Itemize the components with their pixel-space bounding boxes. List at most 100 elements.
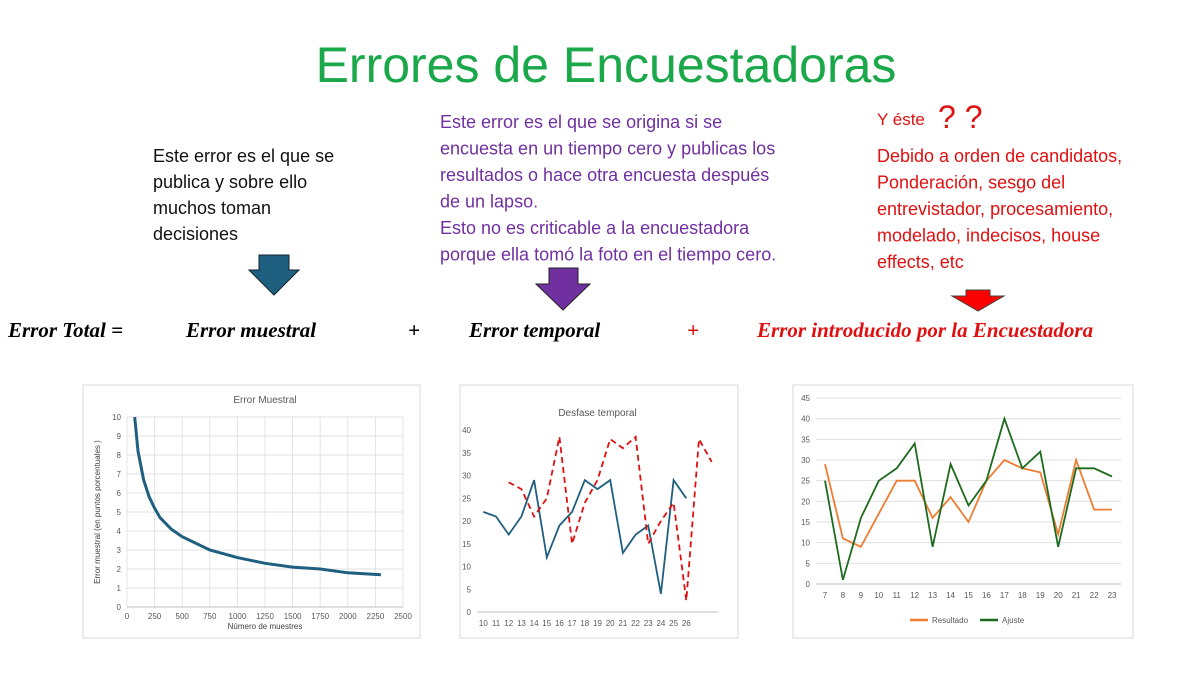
y-tick-label: 10: [112, 413, 121, 422]
x-tick-label: 25: [669, 619, 678, 628]
x-tick-label: 2500: [394, 612, 412, 621]
x-tick-label: 16: [982, 591, 991, 600]
x-tick-label: 24: [656, 619, 665, 628]
y-tick-label: 20: [801, 497, 810, 506]
x-tick-label: 19: [593, 619, 602, 628]
x-tick-label: 2000: [339, 612, 357, 621]
note-line: resultados o hace otra encuesta después: [440, 165, 769, 185]
x-tick-label: 1000: [229, 612, 247, 621]
note-line: modelado, indecisos, house: [877, 226, 1100, 246]
x-tick-label: 11: [893, 591, 902, 600]
x-tick-label: 12: [910, 591, 919, 600]
y-tick-label: 15: [801, 518, 810, 527]
x-tick-label: 9: [859, 591, 864, 600]
x-tick-label: 2250: [367, 612, 385, 621]
y-tick-label: 35: [801, 435, 810, 444]
x-tick-label: 500: [176, 612, 190, 621]
x-tick-label: 10: [874, 591, 883, 600]
note-line: porque ella tomó la foto en el tiempo ce…: [440, 245, 776, 265]
x-tick-label: 750: [203, 612, 217, 621]
equation-plus: +: [408, 318, 420, 342]
x-tick-label: 1500: [284, 612, 302, 621]
x-tick-label: 1750: [311, 612, 329, 621]
y-tick-label: 1: [117, 584, 122, 593]
note-heading: Y éste: [877, 110, 925, 129]
y-tick-label: 8: [117, 451, 122, 460]
y-tick-label: 40: [801, 415, 810, 424]
note-line: publica y sobre ello: [153, 172, 307, 192]
note-line: decisiones: [153, 224, 238, 244]
y-tick-label: 20: [462, 517, 471, 526]
x-tick-label: 14: [530, 619, 539, 628]
x-tick-label: 0: [125, 612, 130, 621]
equation-term: Error Total =: [7, 318, 123, 342]
x-tick-label: 17: [568, 619, 577, 628]
x-tick-label: 23: [1108, 591, 1117, 600]
y-tick-label: 35: [462, 449, 471, 458]
note-line: de un lapso.: [440, 192, 538, 212]
x-tick-label: 18: [580, 619, 589, 628]
note-line: Este error es el que se origina si se: [440, 112, 722, 132]
x-tick-label: 250: [148, 612, 162, 621]
x-tick-label: 26: [682, 619, 691, 628]
y-tick-label: 4: [117, 527, 122, 536]
y-tick-label: 30: [801, 456, 810, 465]
x-tick-label: 16: [555, 619, 564, 628]
x-tick-label: 23: [644, 619, 653, 628]
x-tick-label: 21: [618, 619, 627, 628]
arrow: [950, 289, 1006, 312]
x-tick-label: 15: [542, 619, 551, 628]
note-line: Esto no es criticable a la encuestadora: [440, 218, 750, 238]
x-tick-label: 14: [946, 591, 955, 600]
x-tick-label: 22: [1090, 591, 1099, 600]
y-tick-label: 45: [801, 394, 810, 403]
note-line: Ponderación, sesgo del: [877, 173, 1065, 193]
y-tick-label: 7: [117, 470, 122, 479]
y-tick-label: 10: [462, 563, 471, 572]
y-tick-label: 10: [801, 539, 810, 548]
note-line: encuesta en un tiempo cero y publicas lo…: [440, 139, 775, 159]
x-tick-label: 19: [1036, 591, 1045, 600]
equation-plus: +: [687, 318, 699, 342]
y-tick-label: 6: [117, 489, 122, 498]
y-tick-label: 25: [801, 477, 810, 486]
slide-title: Errores de Encuestadoras: [316, 37, 897, 93]
legend-label: Resultado: [932, 616, 969, 625]
note-line: entrevistador, procesamiento,: [877, 199, 1113, 219]
y-tick-label: 9: [117, 432, 122, 441]
y-tick-label: 5: [467, 585, 472, 594]
note-line: Este error es el que se: [153, 146, 334, 166]
question-marks: ? ?: [938, 99, 982, 135]
y-tick-label: 40: [462, 426, 471, 435]
arrow: [534, 267, 592, 311]
x-axis-label: Número de muestres: [228, 622, 303, 631]
x-tick-label: 15: [964, 591, 973, 600]
note-line: Debido a orden de candidatos,: [877, 146, 1122, 166]
x-tick-label: 22: [631, 619, 640, 628]
x-tick-label: 13: [928, 591, 937, 600]
y-tick-label: 5: [117, 508, 122, 517]
y-tick-label: 25: [462, 494, 471, 503]
x-tick-label: 1250: [256, 612, 274, 621]
chart-title: Error Muestral: [233, 395, 296, 406]
x-tick-label: 21: [1072, 591, 1081, 600]
chart-frame: [459, 384, 739, 639]
series-line: [482, 477, 688, 594]
x-tick-label: 7: [823, 591, 828, 600]
y-tick-label: 0: [467, 608, 472, 617]
x-tick-label: 17: [1000, 591, 1009, 600]
chart-title: Desfase temporal: [558, 408, 636, 419]
equation-term: Error introducido por la Encuestadora: [756, 318, 1093, 342]
note-line: effects, etc: [877, 252, 964, 272]
y-tick-label: 15: [462, 540, 471, 549]
x-tick-label: 18: [1018, 591, 1027, 600]
arrow: [247, 254, 301, 296]
y-tick-label: 30: [462, 472, 471, 481]
chart-frame: [792, 384, 1134, 639]
series-line: [824, 456, 1112, 548]
note-line: muchos toman: [153, 198, 271, 218]
y-tick-label: 2: [117, 565, 122, 574]
x-tick-label: 13: [517, 619, 526, 628]
